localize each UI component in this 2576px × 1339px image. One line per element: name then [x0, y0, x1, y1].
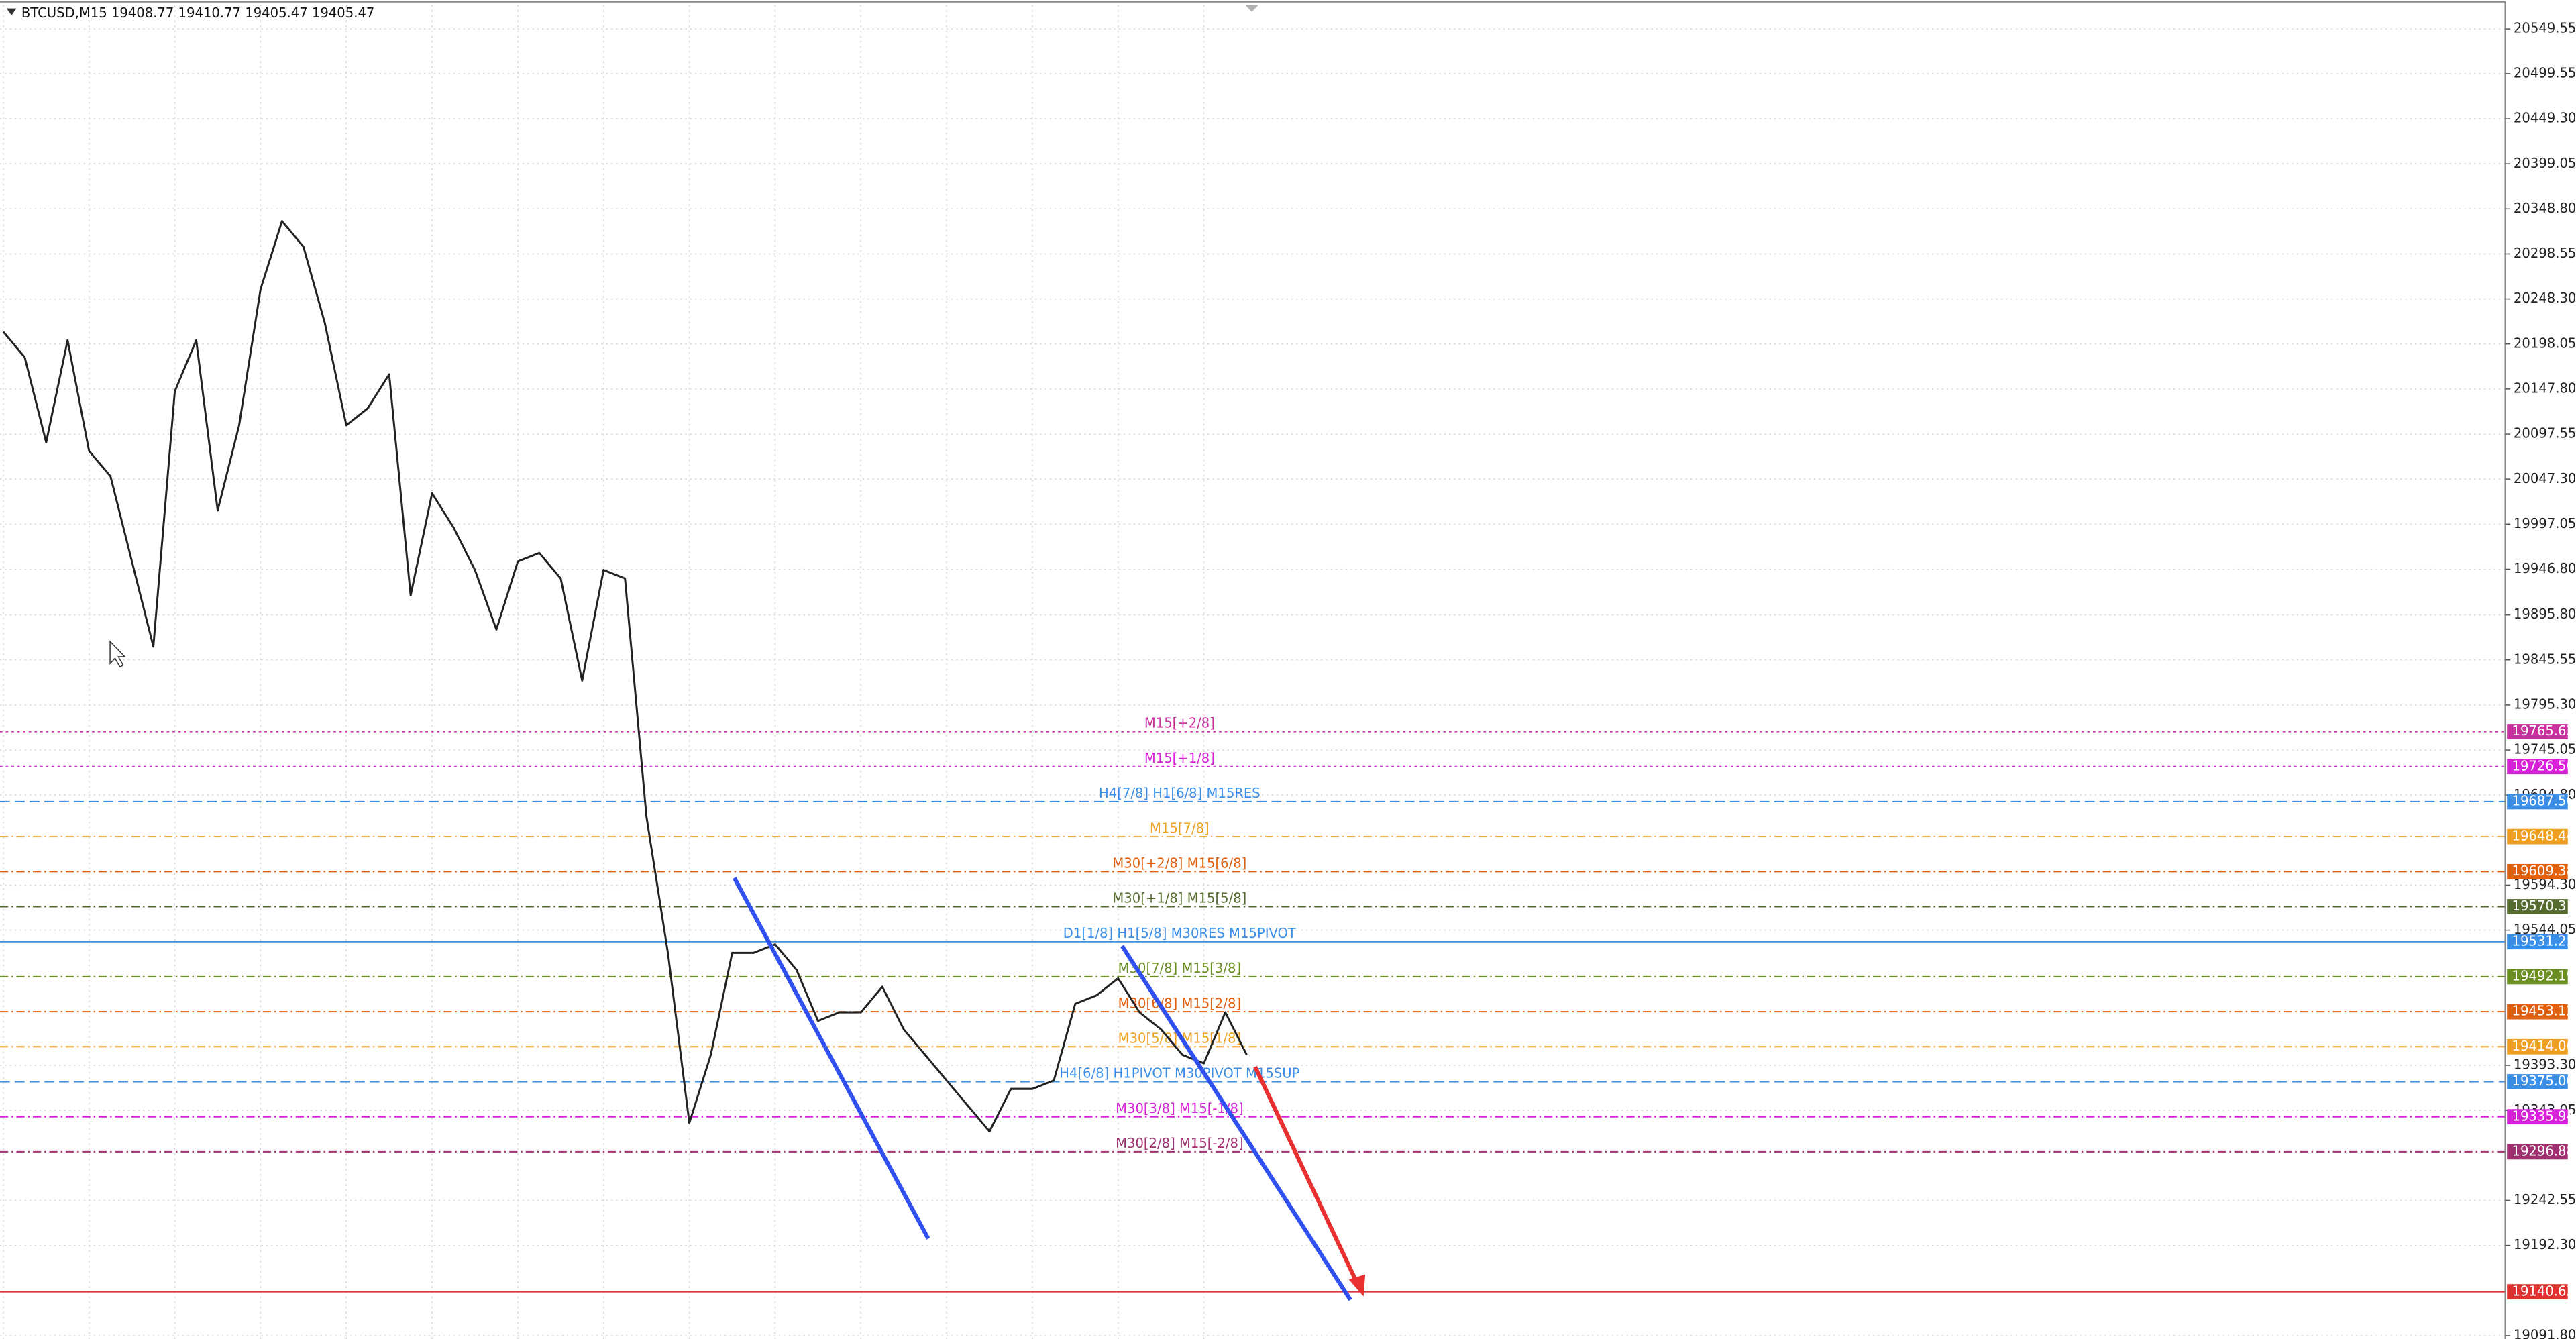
level-price-label: 19726.56: [2512, 757, 2574, 773]
level-price-label: 19453.12: [2512, 1002, 2574, 1018]
level-label: D1[1/8] H1[5/8] M30RES M15PIVOT: [1063, 925, 1297, 941]
level-price-label: 19492.19: [2512, 967, 2574, 983]
forecast-arrow: [1253, 1065, 1359, 1284]
levels: M15[+2/8] M15[+1/8] H4[7/8] H1[6/8] M15RES…: [0, 714, 2506, 1293]
level-price-label: 19765.62: [2512, 722, 2574, 739]
level-price-label: 19375.00: [2512, 1073, 2574, 1089]
y-tick-label: 19192.30: [2514, 1236, 2576, 1252]
level-price-box: [2507, 1038, 2568, 1055]
level-price-box: [2507, 863, 2568, 879]
level-price-label: 19414.06: [2512, 1038, 2574, 1054]
level-label: H4[7/8] H1[6/8] M15RES: [1099, 785, 1260, 801]
y-tick-label: 20047.30: [2514, 470, 2576, 486]
level-price-box: [2507, 759, 2568, 775]
level-price-box: [2507, 1004, 2568, 1020]
level-price-box: [2507, 899, 2568, 914]
y-tick-label: 20549.55: [2514, 19, 2576, 36]
level-label: H4[6/8] H1PIVOT M30PIVOT M15SUP: [1059, 1065, 1299, 1081]
y-tick-label: 19795.30: [2514, 696, 2576, 712]
y-tick-label: 20097.55: [2514, 425, 2576, 441]
level-label: M30[+2/8] M15[6/8]: [1112, 855, 1246, 871]
level-price-box: [2507, 794, 2568, 810]
y-tick-label: 20198.05: [2514, 335, 2576, 351]
level-price-box: [2507, 1109, 2568, 1125]
y-tick-label: 20399.05: [2514, 154, 2576, 170]
menu-icon: [6, 8, 17, 15]
level-price-label: 19687.50: [2512, 792, 2574, 808]
level-price-label: 19609.38: [2512, 863, 2574, 879]
y-tick-label: 19091.80: [2514, 1326, 2576, 1339]
level-price-box: [2507, 828, 2568, 845]
y-tick-label: 20248.30: [2514, 290, 2576, 306]
level-label: M15[7/8]: [1150, 820, 1210, 836]
level-price-box: [2507, 1144, 2568, 1160]
level-price-label: 19296.88: [2512, 1142, 2574, 1159]
level-label: M15[+1/8]: [1144, 750, 1215, 766]
y-tick-label: 19845.55: [2514, 651, 2576, 667]
y-tick-label: 19997.05: [2514, 515, 2576, 531]
y-tick-label: 20298.55: [2514, 245, 2576, 261]
forecast-arrow-head: [1348, 1274, 1366, 1297]
y-tick-label: 19393.30: [2514, 1056, 2576, 1072]
level-label: M15[+2/8]: [1144, 714, 1215, 731]
level-price-label: 19335.94: [2512, 1108, 2574, 1124]
cursor: [109, 640, 126, 668]
level-price-label: 19570.31: [2512, 898, 2574, 914]
level-price-box: [2507, 969, 2568, 985]
plot: [2, 220, 1248, 1133]
axes: 20549.55 20499.55 20449.30 20399.05 20348.80…: [2505, 19, 2576, 1339]
y-tick-label: 20499.55: [2514, 64, 2576, 81]
chart-title: BTCUSD,M15 19408.77 19410.77 19405.47 19…: [21, 5, 375, 21]
y-tick-label: 19946.80: [2514, 560, 2576, 576]
level-price-box: [2507, 724, 2568, 739]
level-price-box: [2507, 934, 2568, 950]
trend-line: [733, 877, 930, 1240]
y-tick-label: 19242.55: [2514, 1191, 2576, 1208]
shift-marker: [1245, 5, 1258, 12]
trend-line: [1120, 945, 1352, 1301]
y-tick-label: 20449.30: [2514, 109, 2576, 125]
level-price-label: 19140.62: [2512, 1283, 2574, 1299]
price-line: [2, 220, 1248, 1133]
level-label: M30[+1/8] M15[5/8]: [1112, 890, 1246, 906]
y-tick-label: 19745.05: [2514, 741, 2576, 757]
level-price-label: 19531.25: [2512, 932, 2574, 949]
y-tick-label: 20348.80: [2514, 200, 2576, 216]
level-price-box: [2507, 1074, 2568, 1089]
level-label: M30[2/8] M15[-2/8]: [1116, 1135, 1244, 1151]
level-price-label: 19648.44: [2512, 827, 2574, 843]
grid: [0, 5, 2506, 1339]
level-price-box: [2507, 1284, 2568, 1300]
level-label: M30[6/8] M15[2/8]: [1118, 995, 1241, 1011]
y-tick-label: 20147.80: [2514, 380, 2576, 396]
y-tick-label: 19895.80: [2514, 606, 2576, 622]
